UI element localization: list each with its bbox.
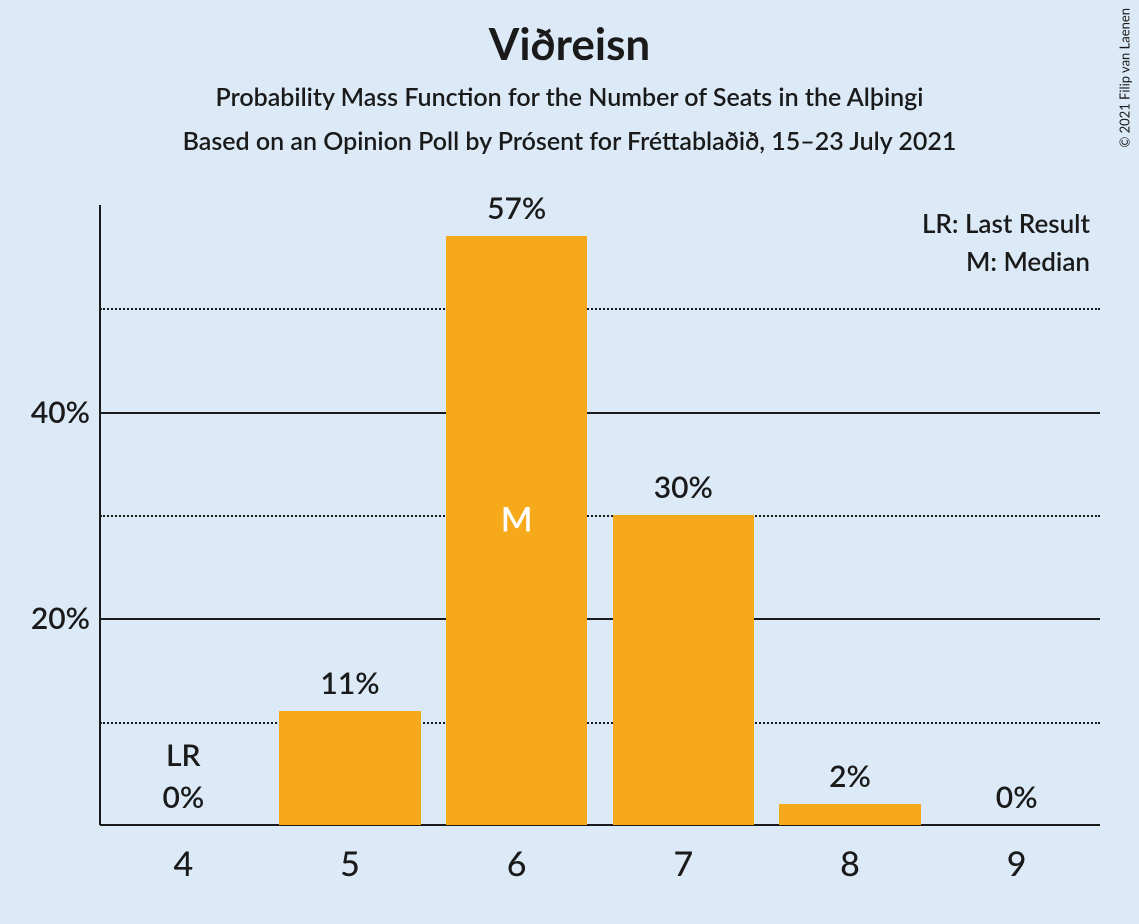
bar — [279, 711, 421, 825]
legend-median: M: Median — [966, 245, 1090, 277]
x-axis — [100, 824, 1100, 826]
x-axis-label: 5 — [340, 843, 360, 884]
x-axis-label: 4 — [173, 843, 193, 884]
x-axis-label: 6 — [507, 843, 527, 884]
y-axis-label: 20% — [31, 600, 90, 636]
last-result-marker: LR — [166, 737, 201, 773]
bar-value-label: 0% — [162, 779, 204, 815]
chart-subtitle-2: Based on an Opinion Poll by Prósent for … — [0, 126, 1139, 156]
bar-value-label: 11% — [320, 665, 379, 701]
bar-value-label: 0% — [996, 779, 1038, 815]
chart-title: Viðreisn — [0, 0, 1139, 70]
bar-value-label: 30% — [654, 469, 713, 505]
bar — [613, 515, 755, 825]
x-axis-label: 7 — [673, 843, 693, 884]
gridline-minor — [100, 308, 1100, 310]
x-axis-label: 8 — [840, 843, 860, 884]
median-marker: M — [501, 498, 533, 539]
bar-value-label: 2% — [829, 758, 871, 794]
gridline-minor — [100, 515, 1100, 517]
gridline-minor — [100, 722, 1100, 724]
chart-plot-area: LR: Last Result M: Median 20%40%0%LR411%… — [100, 205, 1100, 825]
bar-value-label: 57% — [487, 190, 546, 226]
legend-last-result: LR: Last Result — [922, 207, 1090, 239]
y-axis-label: 40% — [31, 394, 90, 430]
gridline-major — [100, 412, 1100, 414]
x-axis-label: 9 — [1007, 843, 1027, 884]
bar — [779, 804, 921, 825]
copyright-text: © 2021 Filip van Laenen — [1117, 8, 1133, 148]
gridline-major — [100, 618, 1100, 620]
chart-subtitle-1: Probability Mass Function for the Number… — [0, 82, 1139, 112]
